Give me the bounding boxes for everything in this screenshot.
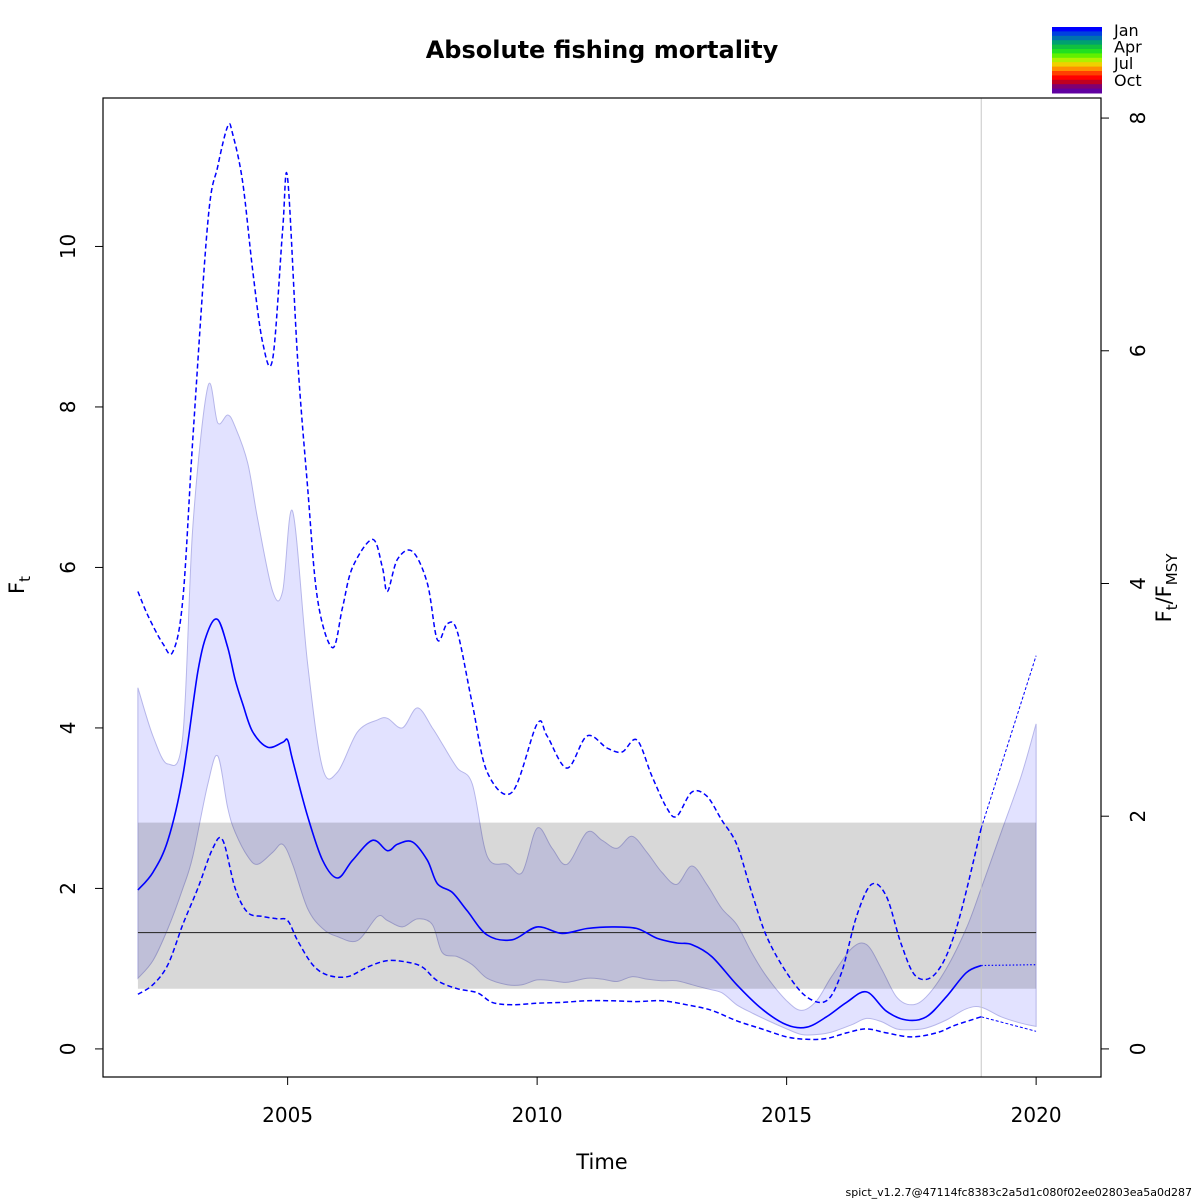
x-tick-label: 2015 bbox=[761, 1103, 812, 1127]
legend-swatch bbox=[1052, 27, 1102, 32]
legend-swatch bbox=[1052, 57, 1102, 63]
y-tick-label: 6 bbox=[56, 561, 80, 574]
legend-swatch bbox=[1052, 79, 1102, 85]
legend-swatch bbox=[1052, 53, 1102, 59]
ci-upper-line bbox=[137, 123, 982, 1004]
y2-tick-label: 8 bbox=[1126, 112, 1150, 125]
ci-lower-forecast-line bbox=[981, 1016, 1037, 1032]
legend-swatch bbox=[1052, 40, 1102, 46]
y-tick-label: 8 bbox=[56, 401, 80, 414]
legend-swatch bbox=[1052, 66, 1102, 72]
chart-title: Absolute fishing mortality bbox=[426, 36, 779, 64]
legend-swatch bbox=[1052, 71, 1102, 76]
legend-swatch bbox=[1052, 88, 1102, 94]
y2-tick-label: 4 bbox=[1126, 577, 1150, 590]
fmsy-ci-band bbox=[137, 822, 1037, 989]
y-tick-label: 10 bbox=[56, 234, 80, 259]
legend-label: Oct bbox=[1114, 71, 1142, 90]
legend-swatch bbox=[1052, 31, 1102, 37]
legend-swatch bbox=[1052, 62, 1102, 68]
y2-tick-label: 0 bbox=[1126, 1043, 1150, 1056]
legend-swatch bbox=[1052, 44, 1102, 50]
legend-swatch bbox=[1052, 75, 1102, 81]
y-tick-label: 2 bbox=[56, 882, 80, 895]
y2-tick-label: 2 bbox=[1126, 810, 1150, 823]
legend-label: Apr bbox=[1114, 38, 1142, 57]
legend-label: Jul bbox=[1113, 54, 1133, 73]
y-tick-label: 4 bbox=[56, 722, 80, 735]
estimate-line bbox=[137, 618, 982, 1029]
ci-lower-line bbox=[137, 836, 982, 1041]
x-axis-title: Time bbox=[575, 1150, 627, 1174]
x-tick-label: 2005 bbox=[262, 1103, 313, 1127]
x-tick-label: 2020 bbox=[1011, 1103, 1062, 1127]
legend-label: Jan bbox=[1113, 21, 1139, 40]
y-tick-label: 0 bbox=[56, 1043, 80, 1056]
y-axis-title: Ft bbox=[5, 576, 34, 594]
estimate-forecast-line bbox=[981, 964, 1037, 967]
axes: 2005 2010 2015 2020 0 2 4 6 8 10 0 2 4 6 8 bbox=[56, 112, 1150, 1127]
legend-swatch bbox=[1052, 84, 1102, 90]
version-footer: spict_v1.2.7@47114fc8383c2a5d1c080f02ee0… bbox=[846, 1186, 1192, 1199]
y2-axis-title: Ft/FMSY bbox=[1152, 553, 1181, 623]
y2-tick-label: 6 bbox=[1126, 344, 1150, 357]
legend-swatch bbox=[1052, 49, 1102, 54]
legend-swatch bbox=[1052, 35, 1102, 41]
ci-upper-forecast-line bbox=[980, 655, 1037, 829]
x-tick-label: 2010 bbox=[512, 1103, 563, 1127]
